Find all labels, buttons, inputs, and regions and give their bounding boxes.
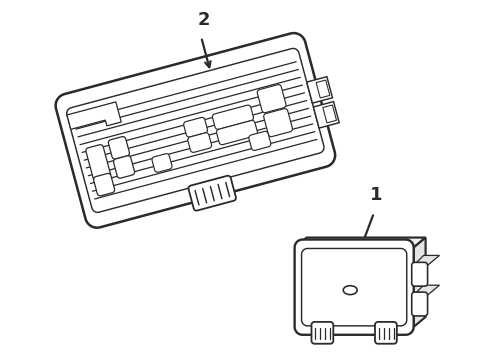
- Polygon shape: [323, 105, 337, 123]
- Polygon shape: [301, 248, 407, 326]
- Polygon shape: [108, 136, 129, 159]
- Polygon shape: [67, 49, 324, 212]
- Polygon shape: [114, 156, 135, 178]
- Polygon shape: [316, 80, 330, 98]
- Polygon shape: [56, 33, 335, 228]
- Polygon shape: [294, 239, 414, 335]
- Ellipse shape: [343, 286, 357, 294]
- Polygon shape: [257, 85, 286, 113]
- Polygon shape: [314, 102, 339, 128]
- Polygon shape: [414, 285, 440, 295]
- Polygon shape: [264, 109, 293, 137]
- Polygon shape: [67, 102, 121, 129]
- Polygon shape: [86, 145, 111, 180]
- Polygon shape: [412, 292, 428, 316]
- Text: 2: 2: [198, 11, 210, 29]
- Polygon shape: [189, 176, 236, 211]
- Polygon shape: [294, 238, 426, 247]
- Polygon shape: [414, 238, 426, 327]
- Polygon shape: [94, 174, 115, 196]
- Polygon shape: [414, 255, 440, 265]
- Polygon shape: [294, 313, 320, 323]
- Polygon shape: [213, 105, 253, 129]
- Polygon shape: [312, 322, 333, 344]
- Polygon shape: [217, 121, 258, 145]
- Polygon shape: [412, 262, 428, 286]
- Polygon shape: [184, 117, 207, 137]
- Polygon shape: [334, 317, 356, 331]
- Polygon shape: [307, 77, 333, 103]
- Polygon shape: [152, 154, 172, 172]
- Polygon shape: [188, 133, 212, 152]
- Polygon shape: [375, 322, 397, 344]
- Text: 1: 1: [370, 186, 382, 204]
- Polygon shape: [249, 131, 271, 150]
